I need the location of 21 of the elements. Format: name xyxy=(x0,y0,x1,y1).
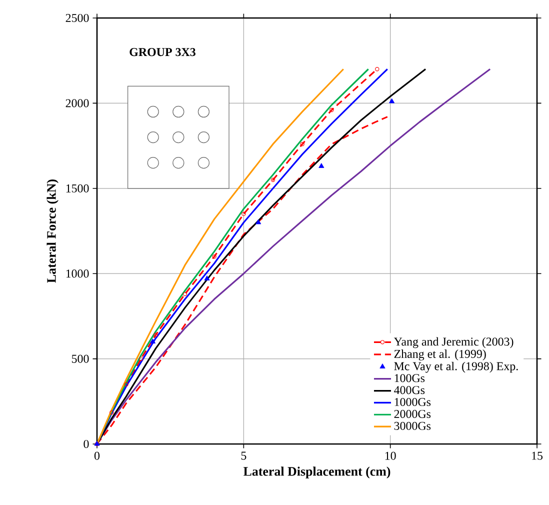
y-tick-label: 1000 xyxy=(66,270,89,278)
legend-label: 100Gs xyxy=(394,374,425,382)
x-tick-label: 0 xyxy=(94,452,100,460)
legend-label: Mc Vay et al. (1998) Exp. xyxy=(394,362,518,373)
y-tick-label: 2500 xyxy=(66,14,89,22)
legend-label: 400Gs xyxy=(394,386,425,394)
legend-label: 2000Gs xyxy=(394,410,431,418)
x-tick-label: 15 xyxy=(532,452,543,460)
annotation: GROUP 3X3 xyxy=(130,48,196,56)
y-tick-label: 1500 xyxy=(66,184,89,192)
x-tick-label: 5 xyxy=(241,452,246,460)
y-axis-title: Lateral Force (kN) xyxy=(46,180,58,283)
legend-label: 1000Gs xyxy=(394,398,431,406)
y-tick-label: 500 xyxy=(72,354,89,363)
y-tick-label: 2000 xyxy=(66,99,89,108)
y-tick-label: 0 xyxy=(84,440,89,448)
legend-label: Yang and Jeremic (2003) xyxy=(394,337,514,348)
x-tick-label: 10 xyxy=(385,452,396,460)
legend-label: 3000Gs xyxy=(394,422,431,430)
legend-label: Zhang et al. (1999) xyxy=(394,350,486,360)
x-axis-title: Lateral Displacement (cm) xyxy=(243,466,390,478)
